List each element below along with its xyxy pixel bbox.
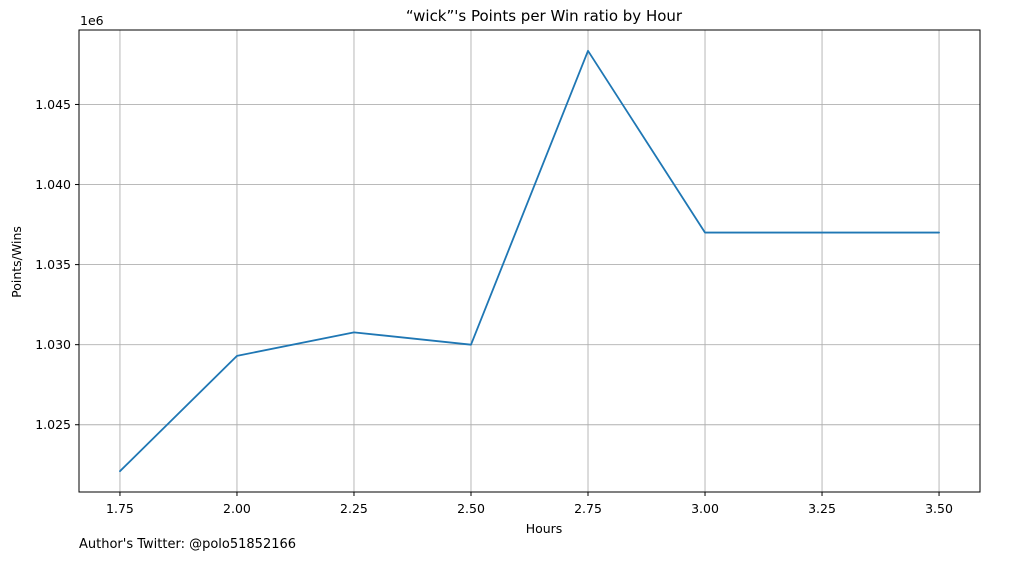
author-credit: Author's Twitter: @polo51852166 (79, 537, 297, 552)
x-tick-label: 2.25 (340, 501, 368, 516)
x-tick-label: 2.75 (574, 501, 602, 516)
x-tick-label: 2.00 (223, 501, 251, 516)
y-tick-label: 1.040 (35, 177, 71, 192)
x-tick-label: 3.50 (925, 501, 953, 516)
y-axis: 1.025 1.030 1.035 1.040 1.045 (35, 97, 79, 432)
grid (79, 30, 980, 492)
y-tick-label: 1.025 (35, 417, 71, 432)
x-axis-label: Hours (526, 521, 563, 536)
y-tick-label: 1.035 (35, 257, 71, 272)
series-line (119, 49, 940, 473)
chart-title: “wick”'s Points per Win ratio by Hour (406, 7, 683, 25)
y-scale-offset: 1e6 (80, 13, 104, 28)
y-tick-label: 1.045 (35, 97, 71, 112)
x-tick-label: 3.00 (691, 501, 719, 516)
y-axis-label: Points/Wins (9, 226, 24, 298)
plot-frame (78, 29, 981, 493)
y-tick-label: 1.030 (35, 337, 71, 352)
x-tick-label: 3.25 (808, 501, 836, 516)
x-tick-label: 1.75 (106, 501, 134, 516)
x-axis: 1.75 2.00 2.25 2.50 2.75 3.00 3.25 3.50 (106, 492, 953, 516)
x-tick-label: 2.50 (457, 501, 485, 516)
